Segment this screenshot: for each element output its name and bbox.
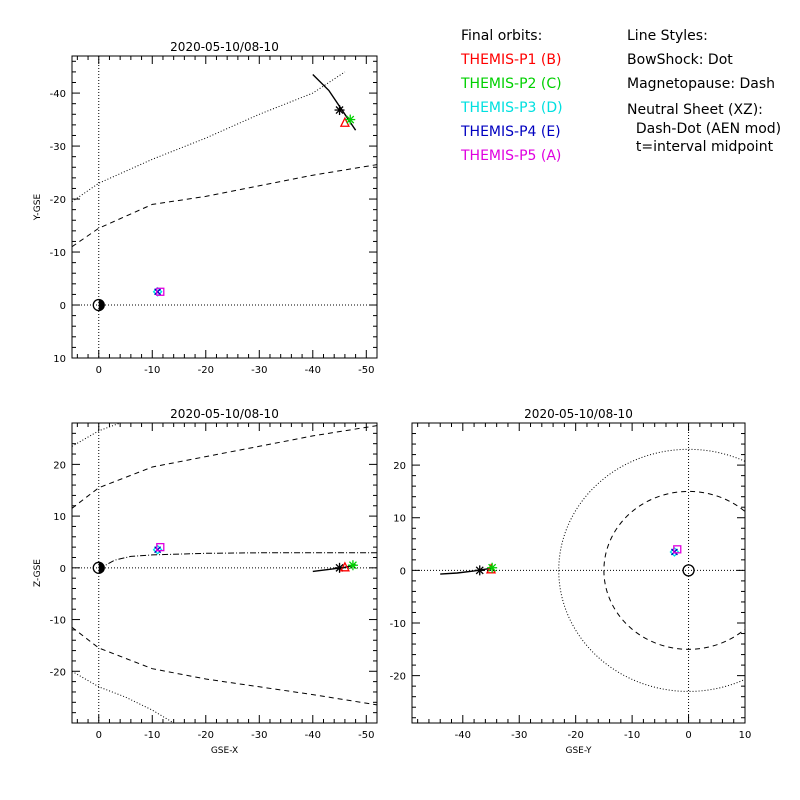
probe-marker-themis-p5 [673, 545, 682, 554]
line-styles-legend: Line Styles: BowShock: Dot Magnetopause:… [627, 24, 781, 156]
plot-panel-2: 0 -10 -20 -30 -40 -50 20 10 0 -10 -20 2020-05-10/08… [33, 407, 378, 756]
x-tick-label: -40 [455, 730, 471, 741]
bowshock-circle [558, 448, 745, 692]
x-tick-label: -10 [144, 365, 160, 376]
neutral-sheet-curve [98, 552, 377, 570]
magnetopause-curve [72, 164, 377, 248]
plot-area [72, 71, 377, 312]
earth-night-side [98, 299, 105, 311]
x-tick-label: -40 [305, 730, 321, 741]
plot-panel-1: 0 -10 -20 -30 -40 -50 10 0 -10 -20 -30 -40 2020-05-1… [33, 40, 378, 376]
probe-marker-themis-p4 [154, 288, 162, 296]
x-tick-label: 0 [96, 365, 102, 376]
probe-marker-themis-p3 [669, 547, 680, 557]
probe-marker-themis-p2 [487, 562, 498, 573]
plot-title: 2020-05-10/08-10 [170, 40, 279, 54]
y-tick-label: 0 [60, 301, 66, 312]
y-tick-label: 10 [393, 514, 406, 525]
x-tick-label: -10 [144, 730, 160, 741]
line-styles-legend-title: Line Styles: [627, 28, 708, 44]
y-axis-label: Z-GSE [33, 559, 43, 587]
plot-title: 2020-05-10/08-10 [524, 407, 633, 421]
x-tick-label: -40 [305, 365, 321, 376]
probe-marker-themis-p5 [156, 542, 165, 552]
x-tick-label: -50 [358, 365, 374, 376]
y-tick-label: -20 [390, 672, 406, 683]
legend-probe-p2: THEMIS-P2 (C) [461, 76, 562, 92]
bowshock-lower-curve [72, 670, 174, 723]
legend-probe-p3: THEMIS-P3 (D) [461, 100, 563, 116]
y-tick-label: 20 [393, 461, 406, 472]
plot-frame [71, 55, 378, 359]
y-tick-label: -10 [390, 619, 406, 630]
line-style-neutral-sheet-model: Dash-Dot (AEN mod) [627, 121, 782, 137]
bowshock-upper-curve [72, 423, 121, 447]
y-tick-label: -20 [50, 667, 66, 678]
x-tick-label: 10 [739, 730, 752, 741]
orbits-legend-title: Final orbits: [461, 28, 543, 44]
x-tick-label: 0 [96, 730, 102, 741]
y-tick-label: 0 [60, 564, 66, 575]
magnetopause-upper-curve [72, 425, 377, 509]
plot-area [440, 448, 745, 692]
probe-marker-themis-p1 [339, 561, 350, 572]
bowshock-curve [72, 71, 346, 203]
line-style-neutral-sheet: Neutral Sheet (XZ): [627, 102, 763, 118]
legend-probe-p1: THEMIS-P1 (B) [461, 52, 562, 68]
x-tick-label: -50 [358, 730, 374, 741]
orbit-time-marker [474, 565, 485, 576]
magnetopause-circle [603, 490, 745, 650]
plot-area [72, 423, 377, 723]
y-tick-label: -40 [50, 89, 66, 100]
y-axis-label: Y-GSE [33, 194, 43, 222]
probe-marker-themis-p2 [347, 560, 358, 571]
plot-frame [411, 422, 746, 724]
y-tick-label: 10 [53, 512, 66, 523]
x-tick-label: -20 [198, 730, 214, 741]
line-style-interval-note: t=interval midpoint [627, 139, 774, 155]
x-tick-label: -20 [198, 365, 214, 376]
orbit-time-marker [334, 105, 345, 116]
x-axis-label: GSE-Y [565, 746, 592, 756]
y-tick-label: -10 [50, 616, 66, 627]
plot-title: 2020-05-10/08-10 [170, 407, 279, 421]
line-style-magnetopause: Magnetopause: Dash [627, 76, 776, 92]
y-tick-label: 10 [53, 354, 66, 365]
x-tick-label: -30 [511, 730, 527, 741]
x-axis-label: GSE-X [211, 746, 238, 756]
plot-frame [71, 422, 378, 724]
probe-orbit-track [312, 74, 357, 131]
line-style-bowshock: BowShock: Dot [627, 52, 733, 68]
y-tick-label: 20 [53, 460, 66, 471]
probe-marker-themis-p4 [670, 548, 678, 556]
earth-night-side [98, 562, 105, 574]
x-tick-label: -10 [624, 730, 640, 741]
plot-panel-3: -40 -30 -20 -10 0 10 20 10 0 -10 -20 2020-05-10/08-… [390, 407, 752, 756]
magnetopause-lower-curve [72, 626, 377, 706]
y-tick-label: -10 [50, 248, 66, 259]
x-tick-label: -20 [568, 730, 584, 741]
probe-marker-themis-p4 [154, 546, 162, 554]
y-tick-label: -30 [50, 142, 66, 153]
legend-probe-p5: THEMIS-P5 (A) [461, 148, 562, 164]
x-tick-label: 0 [685, 730, 691, 741]
probe-marker-themis-p2 [345, 114, 356, 125]
x-tick-label: -30 [251, 730, 267, 741]
y-tick-label: -20 [50, 195, 66, 206]
probe-marker-themis-p3 [152, 544, 163, 555]
legend-probe-p4: THEMIS-P4 (E) [461, 124, 561, 140]
probe-marker-themis-p5 [156, 287, 165, 296]
orbits-legend: Final orbits: THEMIS-P1 (B) THEMIS-P2 (C… [461, 24, 563, 168]
y-tick-label: 0 [400, 566, 406, 577]
probe-orbit-track [440, 567, 492, 575]
x-tick-label: -30 [251, 365, 267, 376]
